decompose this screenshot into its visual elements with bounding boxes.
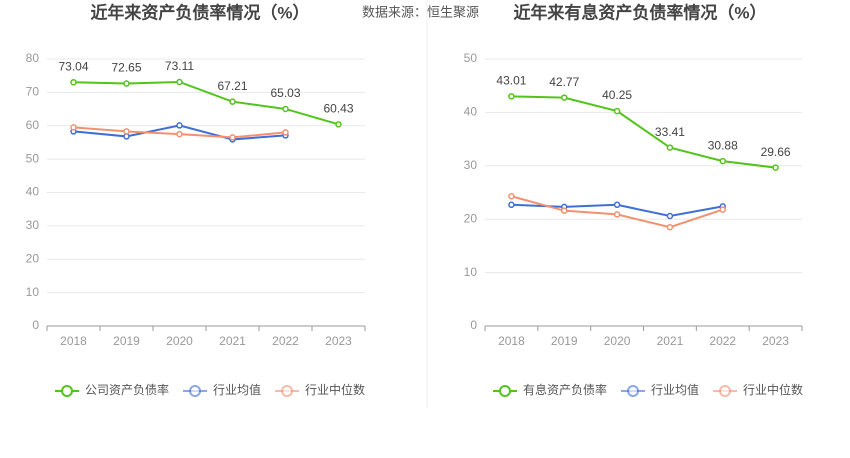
data-point <box>561 94 568 101</box>
legend-label: 公司资产负债率 <box>85 382 169 397</box>
legend-marker <box>627 385 640 397</box>
x-tick-label: 2020 <box>166 334 193 348</box>
y-tick-label: 80 <box>26 51 40 65</box>
data-label: 73.04 <box>58 59 88 73</box>
legend-marker <box>61 385 73 397</box>
series-line <box>511 95 776 169</box>
legend-label: 行业均值 <box>651 382 699 397</box>
data-point <box>666 144 674 151</box>
data-point <box>70 78 77 86</box>
x-tick-label: 2021 <box>657 334 684 348</box>
data-label: 67.21 <box>217 79 247 93</box>
data-point <box>123 80 130 87</box>
data-point <box>613 211 621 218</box>
chart-title: 近年来有息资产负债率情况（%） <box>513 2 766 22</box>
data-point <box>176 78 183 86</box>
legend-label: 行业中位数 <box>743 382 803 397</box>
y-tick-label: 30 <box>26 218 40 232</box>
data-label: 60.43 <box>323 101 353 115</box>
y-tick-label: 40 <box>26 185 40 199</box>
y-tick-label: 20 <box>26 251 40 265</box>
data-point <box>772 164 779 171</box>
data-point <box>123 128 130 135</box>
data-label: 72.65 <box>111 61 141 75</box>
y-tick-label: 20 <box>464 211 478 225</box>
x-tick-label: 2019 <box>113 334 140 348</box>
data-point <box>719 206 726 213</box>
data-label: 40.25 <box>602 88 632 102</box>
x-tick-label: 2018 <box>60 334 87 348</box>
data-point <box>70 124 77 131</box>
x-tick-label: 2022 <box>709 334 736 348</box>
data-point <box>508 201 515 209</box>
data-label: 43.01 <box>496 73 526 87</box>
x-tick-label: 2022 <box>272 334 299 348</box>
data-point <box>282 105 289 113</box>
data-point <box>561 207 568 214</box>
data-point <box>229 98 236 105</box>
data-point <box>176 122 183 129</box>
legend-label: 行业均值 <box>213 382 261 397</box>
y-tick-label: 70 <box>26 85 40 99</box>
data-point <box>229 134 236 141</box>
y-tick-label: 30 <box>464 158 478 172</box>
x-tick-label: 2023 <box>325 334 352 348</box>
y-tick-label: 40 <box>464 105 478 119</box>
chart-title: 近年来资产负债率情况（%） <box>90 2 309 22</box>
y-tick-label: 50 <box>26 151 40 165</box>
y-tick-label: 10 <box>26 285 40 299</box>
y-tick-label: 0 <box>32 318 39 332</box>
y-tick-label: 50 <box>464 51 478 65</box>
x-tick-label: 2020 <box>604 334 631 348</box>
legend-marker <box>719 385 732 397</box>
y-tick-label: 60 <box>26 118 40 132</box>
data-point <box>176 130 183 138</box>
data-label: 29.66 <box>761 145 791 159</box>
series-line <box>73 80 339 126</box>
source-note: 数据来源：恒生聚源 <box>362 4 479 19</box>
x-tick-label: 2019 <box>551 334 578 348</box>
data-point <box>508 192 515 200</box>
legend-label: 有息资产负债率 <box>523 382 607 397</box>
data-point <box>123 133 130 140</box>
data-point <box>282 129 289 136</box>
x-tick-label: 2023 <box>762 334 789 348</box>
x-tick-label: 2018 <box>498 334 525 348</box>
data-label: 73.11 <box>165 59 194 73</box>
data-point <box>613 107 621 115</box>
data-label: 42.77 <box>549 75 579 89</box>
data-point <box>613 201 621 209</box>
data-label: 30.88 <box>708 138 738 152</box>
legend-label: 行业中位数 <box>305 382 365 397</box>
legend-marker <box>499 385 511 397</box>
data-point <box>666 212 674 220</box>
data-point <box>335 121 342 128</box>
y-tick-label: 10 <box>464 265 478 279</box>
legend-marker <box>189 385 202 397</box>
x-tick-label: 2021 <box>219 334 246 348</box>
y-tick-label: 0 <box>470 318 477 332</box>
data-point <box>508 93 515 100</box>
legend-marker <box>281 385 294 397</box>
data-label: 65.03 <box>270 86 300 100</box>
data-point <box>719 157 726 165</box>
data-label: 33.41 <box>655 125 685 139</box>
data-point <box>666 223 674 231</box>
